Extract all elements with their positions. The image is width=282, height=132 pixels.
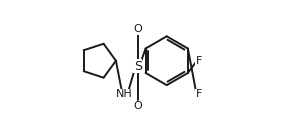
Text: F: F [196, 89, 202, 99]
Text: O: O [133, 24, 142, 34]
Text: S: S [134, 60, 142, 72]
Text: O: O [133, 101, 142, 111]
Text: NH: NH [116, 89, 133, 99]
Text: F: F [196, 56, 202, 66]
